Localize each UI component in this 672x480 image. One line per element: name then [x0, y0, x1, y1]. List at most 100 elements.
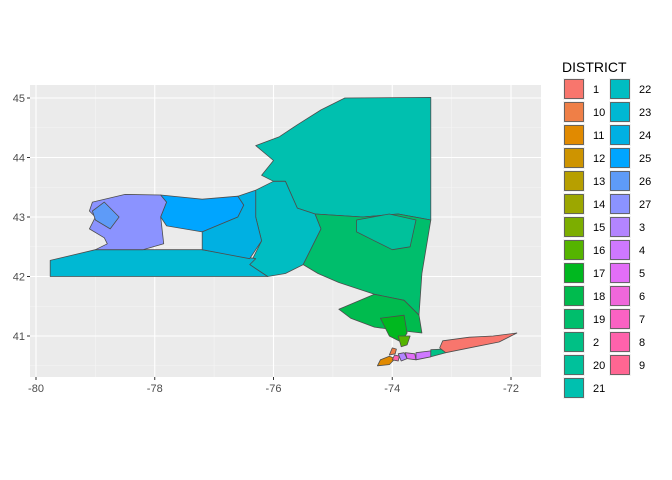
y-tick-label: 45	[13, 93, 25, 105]
legend-key-swatch	[564, 286, 584, 306]
legend: DISTRICT 1 10 11 12 13 14 15 16 17 18 19 2 20 21 22 23 2…	[562, 59, 651, 399]
legend-entry-24: 24	[609, 124, 651, 146]
y-axis: 41 42 43 44 45	[13, 93, 30, 343]
legend-label: 22	[639, 84, 651, 96]
legend-key-swatch	[610, 217, 630, 237]
legend-entry-21: 21	[563, 377, 605, 399]
legend-label: 23	[639, 107, 651, 119]
legend-entry-11: 11	[563, 124, 604, 146]
legend-key-swatch	[564, 355, 584, 375]
legend-key-swatch	[564, 378, 584, 398]
legend-entry-4: 4	[609, 239, 645, 261]
y-tick-label: 44	[13, 153, 25, 165]
legend-entry-9: 9	[609, 354, 645, 376]
legend-label: 4	[639, 245, 645, 257]
legend-entry-19: 19	[563, 308, 605, 330]
legend-key-swatch	[564, 309, 584, 329]
legend-label: 1	[593, 84, 599, 96]
legend-label: 14	[593, 199, 605, 211]
legend-entry-18: 18	[563, 285, 605, 307]
x-tick-label: -78	[147, 383, 163, 395]
x-tick-label: -76	[266, 383, 282, 395]
legend-label: 8	[639, 337, 645, 349]
legend-entry-20: 20	[563, 354, 605, 376]
legend-key-swatch	[564, 332, 584, 352]
legend-entry-13: 13	[563, 170, 605, 192]
legend-label: 7	[639, 314, 645, 326]
legend-key-swatch	[564, 102, 584, 122]
legend-entry-6: 6	[609, 285, 645, 307]
legend-entry-16: 16	[563, 239, 605, 261]
legend-entry-3: 3	[609, 216, 645, 238]
legend-label: 21	[593, 383, 605, 395]
district-1-shape	[439, 332, 518, 354]
district-26-shape	[92, 201, 120, 230]
legend-entry-10: 10	[563, 101, 605, 123]
x-axis: -80 -78 -76 -74 -72	[28, 377, 519, 395]
legend-key-swatch	[564, 148, 584, 168]
legend-key-swatch	[610, 171, 630, 191]
legend-label: 3	[639, 222, 645, 234]
legend-label: 5	[639, 268, 645, 280]
district-3-shape	[397, 352, 408, 362]
legend-label: 17	[593, 268, 605, 280]
legend-label: 24	[639, 130, 651, 142]
district-polygons	[49, 97, 518, 367]
legend-entry-25: 25	[609, 147, 651, 169]
legend-label: 12	[593, 153, 605, 165]
legend-entry-8: 8	[609, 331, 645, 353]
legend-label: 10	[593, 107, 605, 119]
legend-key-swatch	[610, 194, 630, 214]
legend-entry-14: 14	[563, 193, 605, 215]
legend-label: 26	[639, 176, 651, 188]
legend-entry-23: 23	[609, 101, 651, 123]
legend-entry-5: 5	[609, 262, 645, 284]
legend-entry-27: 27	[609, 193, 651, 215]
legend-label: 18	[593, 291, 605, 303]
y-tick-label: 42	[13, 272, 25, 284]
district-24-shape	[201, 189, 263, 260]
legend-key-swatch	[564, 79, 584, 99]
legend-label: 19	[593, 314, 605, 326]
legend-key-swatch	[610, 355, 630, 375]
legend-entry-2: 2	[563, 331, 599, 353]
legend-key-swatch	[610, 263, 630, 283]
legend-key-swatch	[610, 286, 630, 306]
legend-key-swatch	[610, 79, 630, 99]
legend-key-swatch	[564, 125, 584, 145]
legend-title: DISTRICT	[562, 59, 627, 75]
legend-entry-26: 26	[609, 170, 651, 192]
legend-entry-12: 12	[563, 147, 605, 169]
x-tick-label: -80	[28, 383, 44, 395]
legend-label: 16	[593, 245, 605, 257]
legend-entry-17: 17	[563, 262, 605, 284]
legend-key-swatch	[564, 263, 584, 283]
legend-entry-7: 7	[609, 308, 645, 330]
legend-key-swatch	[564, 240, 584, 260]
legend-key-swatch	[610, 240, 630, 260]
legend-key-swatch	[564, 194, 584, 214]
legend-label: 15	[593, 222, 605, 234]
legend-key-swatch	[610, 309, 630, 329]
x-tick-label: -74	[384, 383, 400, 395]
legend-entry-1: 1	[563, 78, 599, 100]
x-tick-label: -72	[503, 383, 519, 395]
legend-label: 20	[593, 360, 605, 372]
legend-entry-22: 22	[609, 78, 651, 100]
legend-key-swatch	[610, 148, 630, 168]
district-23-shape	[49, 249, 269, 277]
legend-key-swatch	[564, 171, 584, 191]
legend-label: 11	[593, 130, 604, 142]
legend-label: 2	[593, 337, 599, 349]
district-10-shape	[388, 347, 397, 356]
legend-key-swatch	[610, 125, 630, 145]
district-20-shape	[356, 213, 417, 251]
legend-entries: 1 10 11 12 13 14 15 16 17 18 19 2 20 21 22 23 24 25 26 27 3 4…	[563, 78, 651, 399]
legend-label: 9	[639, 360, 645, 372]
legend-key-swatch	[564, 217, 584, 237]
district-11-shape	[376, 355, 396, 367]
legend-label: 27	[639, 199, 651, 211]
legend-key-swatch	[610, 102, 630, 122]
legend-label: 25	[639, 153, 651, 165]
y-tick-label: 43	[13, 212, 25, 224]
